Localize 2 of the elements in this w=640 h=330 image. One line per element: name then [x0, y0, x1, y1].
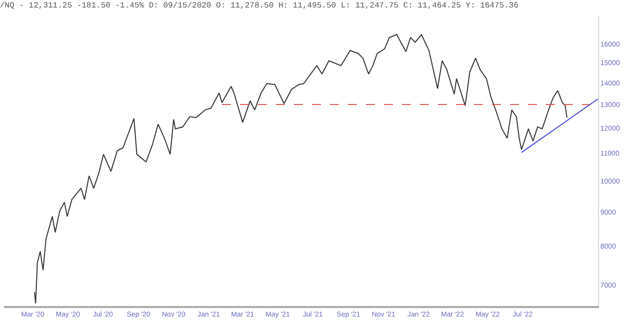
chart-title: /NQ - 12,311.25 -181.50 -1.45% D: 09/15/2020 O: 11,278.50 H: 11,495.50 L: 11,247.75 C: 11,464.25 Y: 16475.36 [0, 1, 519, 10]
line-series [34, 34, 568, 304]
